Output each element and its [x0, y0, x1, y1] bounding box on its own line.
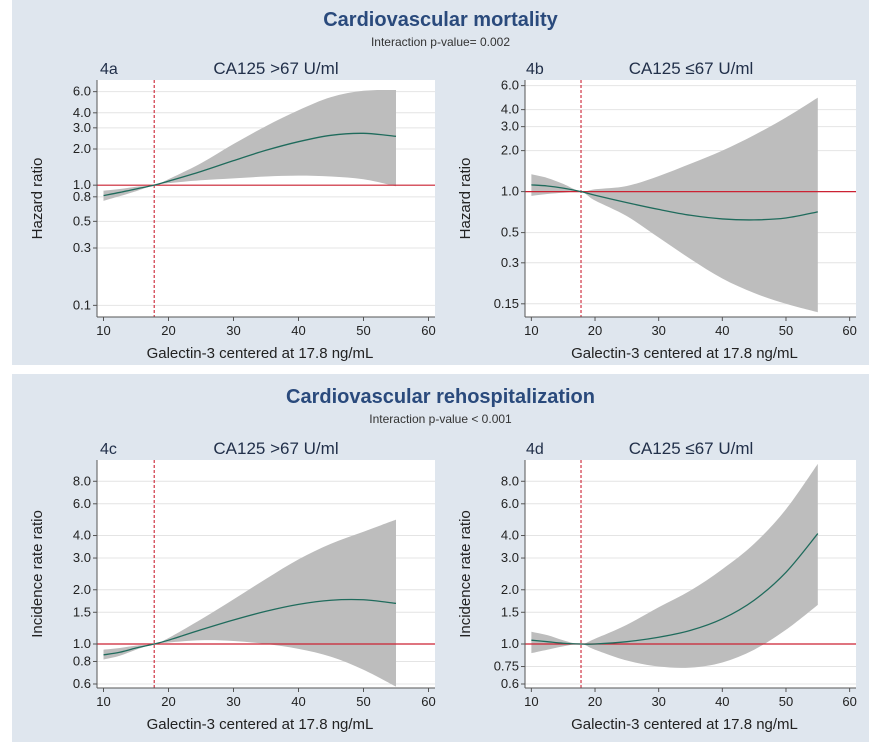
x-tick-label: 40 [715, 323, 729, 338]
y-tick-label: 1.0 [73, 177, 91, 192]
panel-title: CA125 >67 U/ml [213, 439, 338, 458]
x-axis-label: Galectin-3 centered at 17.8 ng/mL [571, 716, 798, 733]
y-tick-label: 4.0 [501, 102, 519, 117]
section-subtitle: Interaction p-value < 0.001 [369, 412, 512, 426]
y-tick-label: 3.0 [501, 119, 519, 134]
section-title: Cardiovascular rehospitalization [286, 386, 595, 408]
y-tick-label: 2.0 [73, 141, 91, 156]
section-subtitle: Interaction p-value= 0.002 [370, 35, 511, 49]
x-tick-label: 40 [715, 694, 729, 709]
x-tick-label: 60 [842, 694, 856, 709]
y-tick-label: 4.0 [73, 105, 91, 120]
y-tick-label: 0.5 [501, 225, 519, 240]
x-tick-label: 40 [291, 694, 305, 709]
y-tick-label: 3.0 [501, 550, 519, 565]
confidence-band [531, 463, 818, 668]
y-tick-label: 1.0 [73, 636, 91, 651]
x-tick-label: 20 [588, 323, 602, 338]
x-tick-label: 10 [524, 694, 538, 709]
x-axis-label: Galectin-3 centered at 17.8 ng/mL [571, 345, 798, 362]
confidence-band [531, 97, 818, 313]
chart-4c: 0.6 0.8 1.0 1.5 2.0 3.0 4.0 6.0 8.0 10 20 30 40 50 60 4… [29, 439, 436, 733]
panel-title: CA125 ≤67 U/ml [629, 59, 754, 78]
chart-4a: 0.1 0.3 0.5 0.81.0 2.0 3.04.0 6.0 10 20 30 40 50 60 4… [29, 59, 436, 362]
y-tick-label: 2.0 [73, 582, 91, 597]
y-tick-label: 0.1 [73, 297, 91, 312]
y-tick-label: 3.0 [73, 120, 91, 135]
chart-4b: 0.15 0.3 0.5 1.0 2.0 3.0 4.0 6.0 10 20 30 40 50 60 4b C… [457, 59, 857, 362]
y-tick-label: 0.8 [73, 189, 91, 204]
panel-title: CA125 ≤67 U/ml [629, 439, 754, 458]
y-tick-label: 6.0 [73, 84, 91, 99]
x-tick-label: 10 [524, 323, 538, 338]
y-tick-label: 6.0 [501, 496, 519, 511]
y-tick-label: 8.0 [501, 473, 519, 488]
x-axis-label: Galectin-3 centered at 17.8 ng/mL [147, 345, 374, 362]
y-axis-label: Incidence rate ratio [29, 510, 46, 638]
x-tick-label: 50 [356, 694, 370, 709]
y-tick-label: 1.5 [73, 604, 91, 619]
y-tick-label: 0.5 [73, 213, 91, 228]
y-axis-label: Incidence rate ratio [457, 510, 474, 638]
chart-4d: 0.6 0.75 1.0 1.5 2.0 3.0 4.0 6.0 8.0 10 20 30 40 50 60… [457, 439, 857, 733]
y-tick-label: 1.5 [501, 604, 519, 619]
confidence-band [103, 519, 396, 687]
x-tick-label: 60 [842, 323, 856, 338]
section-title: Cardiovascular mortality [323, 9, 558, 31]
panel-tag: 4a [100, 61, 118, 78]
y-tick-label: 3.0 [73, 550, 91, 565]
x-tick-label: 30 [651, 694, 665, 709]
y-axis-label: Hazard ratio [457, 158, 474, 240]
x-tick-label: 20 [161, 323, 175, 338]
x-tick-label: 60 [421, 694, 435, 709]
y-tick-label: 4.0 [501, 528, 519, 543]
x-tick-label: 20 [161, 694, 175, 709]
panel-tag: 4d [526, 441, 544, 458]
x-tick-label: 10 [96, 323, 110, 338]
confidence-band [103, 89, 396, 201]
y-tick-label: 0.3 [501, 255, 519, 270]
y-tick-label: 2.0 [501, 143, 519, 158]
y-tick-label: 0.75 [494, 659, 519, 674]
y-tick-label: 2.0 [501, 582, 519, 597]
y-tick-label: 1.0 [501, 184, 519, 199]
x-tick-label: 30 [651, 323, 665, 338]
y-tick-label: 6.0 [501, 78, 519, 93]
estimate-line [103, 598, 397, 656]
x-tick-label: 10 [96, 694, 110, 709]
x-tick-label: 50 [356, 323, 370, 338]
y-tick-label: 0.6 [73, 676, 91, 691]
estimate-line [531, 533, 819, 645]
y-tick-label: 1.0 [501, 636, 519, 651]
estimate-line [531, 184, 818, 221]
x-tick-label: 50 [779, 323, 793, 338]
panel-tag: 4c [100, 441, 117, 458]
x-tick-label: 30 [226, 323, 240, 338]
x-tick-label: 40 [291, 323, 305, 338]
y-tick-label: 0.8 [73, 653, 91, 668]
x-tick-label: 30 [226, 694, 240, 709]
y-tick-label: 4.0 [73, 528, 91, 543]
y-tick-label: 0.3 [73, 240, 91, 255]
x-tick-label: 60 [421, 323, 435, 338]
panel-tag: 4b [526, 61, 544, 78]
y-tick-label: 6.0 [73, 496, 91, 511]
x-tick-label: 50 [779, 694, 793, 709]
y-tick-label: 0.6 [501, 676, 519, 691]
y-tick-label: 8.0 [73, 473, 91, 488]
estimate-line [103, 132, 397, 197]
x-axis-label: Galectin-3 centered at 17.8 ng/mL [147, 716, 374, 733]
panel-title: CA125 >67 U/ml [213, 59, 338, 78]
y-tick-label: 0.15 [494, 296, 519, 311]
x-tick-label: 20 [588, 694, 602, 709]
y-axis-label: Hazard ratio [29, 158, 46, 240]
